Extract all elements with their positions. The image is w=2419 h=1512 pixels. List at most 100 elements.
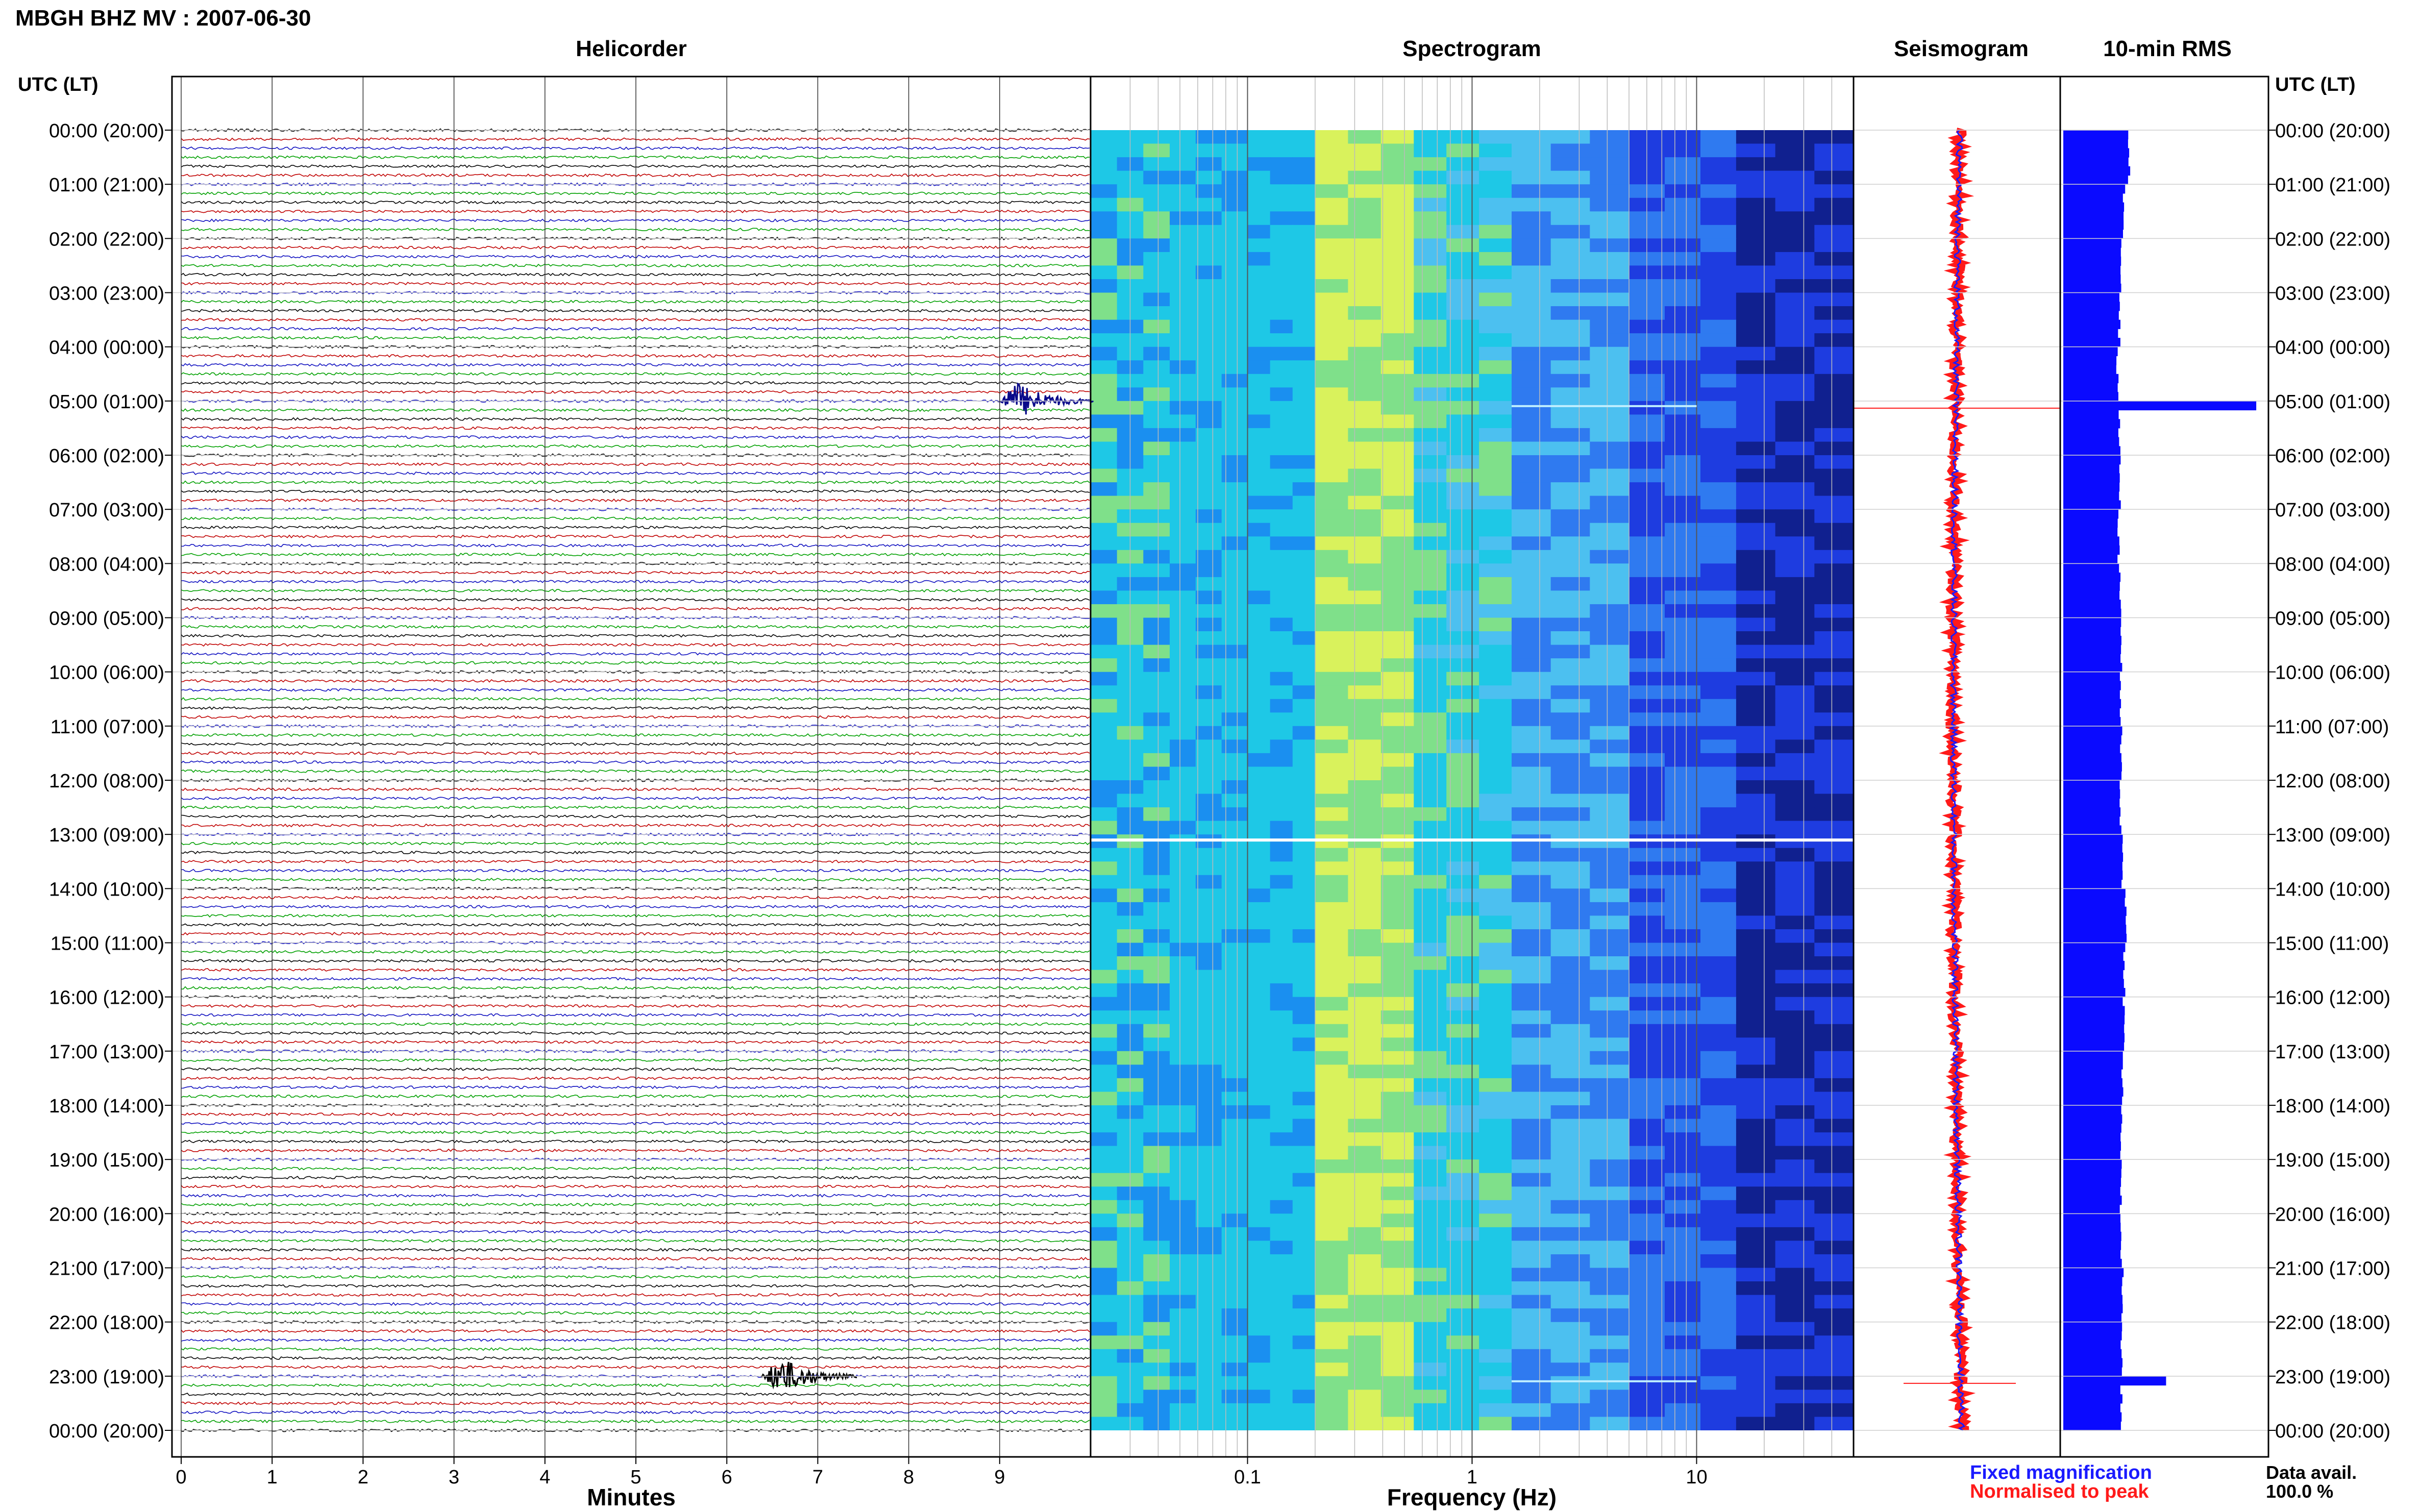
spectrogram-cell bbox=[1292, 956, 1316, 971]
spectrogram-cell bbox=[1775, 888, 1815, 903]
spectrogram-cell bbox=[1479, 617, 1512, 632]
spectrogram-cell bbox=[1315, 726, 1349, 740]
spectrogram-cell bbox=[1247, 1403, 1271, 1418]
spectrogram-cell bbox=[1665, 1403, 1701, 1418]
spectrogram-cell bbox=[1292, 997, 1316, 1011]
time-label-left: 00:00 (20:00) bbox=[49, 120, 164, 142]
spectrogram-cell bbox=[1512, 902, 1551, 916]
spectrogram-cell bbox=[1195, 645, 1222, 659]
spectrogram-cell bbox=[1292, 468, 1316, 483]
spectrogram-cell bbox=[1143, 875, 1170, 889]
spectrogram-cell bbox=[1315, 428, 1349, 442]
spectrogram-cell bbox=[1590, 238, 1630, 253]
spectrogram-cell bbox=[1292, 1119, 1316, 1133]
spectrogram-cell bbox=[1348, 1078, 1381, 1093]
spectrogram-cell bbox=[1143, 468, 1170, 483]
spectrogram-cell bbox=[1315, 1295, 1349, 1309]
spectrogram-cell bbox=[1550, 1362, 1591, 1377]
spectrogram-heatmap bbox=[1090, 77, 1854, 1457]
spectrogram-cell bbox=[1195, 157, 1222, 171]
spectrogram-cell bbox=[1143, 157, 1170, 171]
spectrogram-cell bbox=[1143, 509, 1170, 524]
rms-bar bbox=[2063, 590, 2120, 600]
spectrogram-cell bbox=[1446, 387, 1480, 402]
spectrogram-cell bbox=[1091, 1390, 1118, 1404]
spectrogram-cell bbox=[1091, 1403, 1118, 1418]
helicorder-trace bbox=[181, 272, 1090, 277]
spectrogram-cell bbox=[1380, 170, 1415, 185]
spectrogram-cell bbox=[1736, 1268, 1776, 1282]
spectrogram-cell bbox=[1479, 225, 1512, 239]
spectrogram-cell bbox=[1348, 455, 1381, 469]
spectrogram-cell bbox=[1315, 848, 1349, 862]
helicorder-trace bbox=[181, 1139, 1090, 1144]
spectrogram-cell bbox=[1446, 1335, 1480, 1350]
spectrogram-cell bbox=[1814, 1092, 1854, 1106]
spectrogram-cell bbox=[1550, 1119, 1591, 1133]
spectrogram-cell bbox=[1736, 875, 1776, 889]
spectrogram-cell bbox=[1091, 333, 1118, 348]
spectrogram-cell bbox=[1414, 550, 1447, 564]
time-label-right: 02:00 (22:00) bbox=[2275, 229, 2390, 250]
spectrogram-cell bbox=[1170, 1105, 1196, 1120]
spectrogram-cell bbox=[1700, 1037, 1737, 1052]
spectrogram-cell bbox=[1700, 1349, 1737, 1364]
spectrogram-cell bbox=[1550, 794, 1591, 808]
spectrogram-cell bbox=[1814, 455, 1854, 469]
rms-bar bbox=[2063, 338, 2120, 348]
spectrogram-cell bbox=[1446, 1268, 1480, 1282]
time-label-left: 08:00 (04:00) bbox=[49, 554, 164, 575]
spectrogram-cell bbox=[1247, 604, 1271, 618]
spectrogram-cell bbox=[1479, 319, 1512, 334]
spectrogram-cell bbox=[1550, 617, 1591, 632]
spectrogram-cell bbox=[1170, 929, 1196, 944]
spectrogram-cell bbox=[1292, 848, 1316, 862]
spectrogram-cell bbox=[1170, 739, 1196, 754]
spectrogram-cell bbox=[1195, 1268, 1222, 1282]
helicorder-trace bbox=[181, 607, 1090, 611]
spectrogram-cell bbox=[1665, 333, 1701, 348]
spectrogram-cell bbox=[1348, 1308, 1381, 1323]
spectrogram-cell bbox=[1775, 197, 1815, 212]
spectrogram-cell bbox=[1414, 1200, 1447, 1214]
time-label-right: 21:00 (17:00) bbox=[2275, 1258, 2390, 1280]
spectrogram-cell bbox=[1814, 1200, 1854, 1214]
rms-bar bbox=[2063, 1195, 2122, 1205]
helicorder-trace bbox=[181, 913, 1090, 918]
spectrogram-cell bbox=[1348, 1173, 1381, 1187]
spectrogram-cell bbox=[1292, 346, 1316, 361]
spectrogram-cell bbox=[1700, 1051, 1737, 1065]
spectrogram-cell bbox=[1348, 902, 1381, 916]
spectrogram-cell bbox=[1247, 1186, 1271, 1201]
spectrogram-cell bbox=[1170, 1349, 1196, 1364]
helicorder-trace bbox=[181, 1013, 1090, 1017]
spectrogram-cell bbox=[1446, 631, 1480, 646]
spectrogram-cell bbox=[1775, 468, 1815, 483]
spectrogram-cell bbox=[1814, 1064, 1854, 1079]
spectrogram-cell bbox=[1380, 1119, 1415, 1133]
spectrogram-cell bbox=[1292, 1295, 1316, 1309]
helicorder-trace bbox=[181, 859, 1090, 863]
spectrogram-cell bbox=[1315, 225, 1349, 239]
spectrogram-cell bbox=[1195, 238, 1222, 253]
spectrogram-cell bbox=[1292, 1051, 1316, 1065]
spectrogram-cell bbox=[1736, 685, 1776, 700]
spectrogram-cell bbox=[1292, 1403, 1316, 1418]
rms-bar bbox=[2063, 1141, 2121, 1151]
spectrogram-cell bbox=[1446, 658, 1480, 673]
spectrogram-cell bbox=[1665, 617, 1701, 632]
spectrogram-cell bbox=[1775, 333, 1815, 348]
spectrogram-cell bbox=[1270, 225, 1293, 239]
spectrogram-cell bbox=[1270, 672, 1293, 686]
spectrogram-cell bbox=[1512, 550, 1551, 564]
spectrogram-cell bbox=[1348, 861, 1381, 876]
spectrogram-cell bbox=[1550, 1064, 1591, 1079]
spectrogram-cell bbox=[1512, 536, 1551, 551]
spectrogram-cell bbox=[1512, 225, 1551, 239]
spectrogram-cell bbox=[1775, 983, 1815, 998]
spectrogram-cell bbox=[1550, 821, 1591, 835]
spectrogram-cell bbox=[1195, 1227, 1222, 1242]
helicorder-event bbox=[997, 382, 1094, 415]
spectrogram-cell bbox=[1091, 523, 1118, 537]
spectrogram-cell bbox=[1315, 1119, 1349, 1133]
